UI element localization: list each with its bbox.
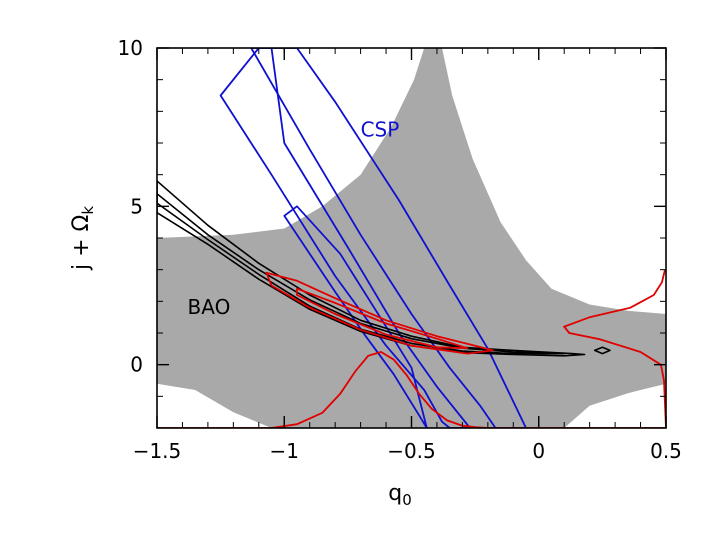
x-tick-label: −0.5 [387,439,436,463]
x-tick-label: 0 [532,439,545,463]
x-tick-label: 0.5 [650,439,682,463]
bao-contour-island [593,346,611,355]
marginal-j-curve [562,269,666,428]
y-axis-label-sub: k [79,206,97,215]
annotation-bao: BAO [188,295,231,319]
x-axis-label-sub: 0 [402,491,412,509]
y-axis-label-main: j + Ω [69,215,94,271]
bao-contour-outer [157,180,586,357]
x-tick-label: −1.5 [133,439,182,463]
y-tick-label: 5 [130,194,143,218]
x-tick-label: −1 [270,439,299,463]
y-tick-label: 0 [130,353,143,377]
csp-contour-outer [250,48,527,428]
marginal-q0-curve [157,351,666,428]
plot-area [157,48,666,428]
combined-contour-inner [296,287,469,350]
csp-contour-middle [219,48,471,428]
y-tick-label: 10 [118,36,143,60]
y-axis-label: j + Ωk [69,206,97,271]
annotation-csp: CSP [361,118,400,142]
x-axis-label-main: q [388,481,402,506]
axis-ticks: −1.5 −1 −0.5 0 0.5 0 5 10 [118,36,682,463]
combined-contour-outer [265,271,494,355]
bao-contour-inner [157,192,566,355]
shaded-region [157,48,666,428]
x-axis-label: q0 [388,481,412,509]
